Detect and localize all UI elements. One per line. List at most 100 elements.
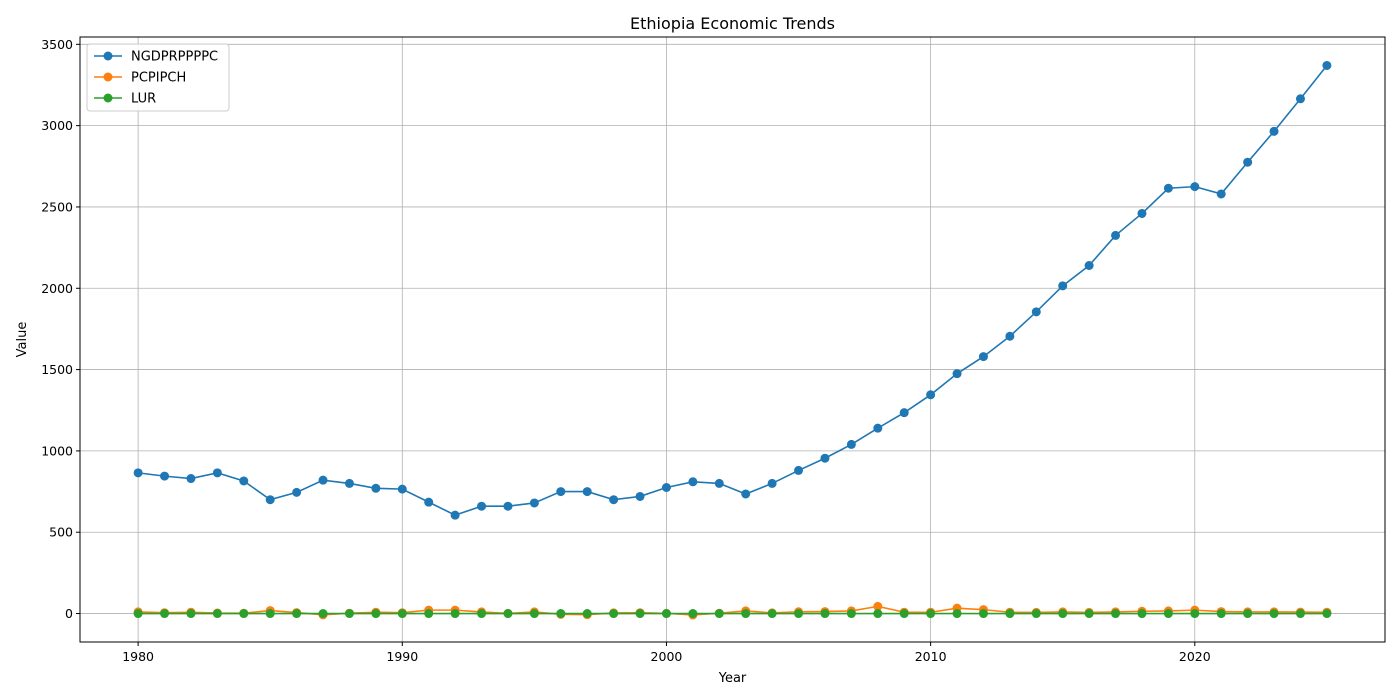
data-point (529, 609, 539, 619)
legend-box (86, 43, 230, 112)
data-point (424, 609, 434, 619)
data-point (952, 369, 962, 379)
data-point (1190, 182, 1200, 192)
data-point (1005, 331, 1015, 341)
x-tick-label: 2010 (915, 649, 947, 664)
data-point (661, 609, 671, 619)
data-point (1216, 609, 1226, 619)
data-point (1111, 609, 1121, 619)
data-point (1084, 261, 1094, 271)
data-point (873, 601, 883, 611)
x-axis: 1980 1990 2000 2010 2020 (122, 642, 1211, 664)
data-point (1216, 189, 1226, 199)
data-point (1137, 208, 1147, 218)
data-point (556, 609, 566, 619)
data-point (1163, 609, 1173, 619)
data-point (1295, 94, 1305, 104)
legend-marker (103, 51, 113, 61)
legend-marker (103, 93, 113, 103)
data-point (344, 609, 354, 619)
data-point (1163, 183, 1173, 193)
chart-title: Ethiopia Economic Trends (630, 14, 835, 33)
y-tick-label: 2500 (41, 199, 73, 214)
data-point (344, 478, 354, 488)
legend: NGDPRPPPPC PCPIPCH LUR (86, 43, 230, 112)
data-point (899, 609, 909, 619)
data-point (635, 491, 645, 501)
data-point (186, 609, 196, 619)
data-point (609, 495, 619, 505)
data-point (371, 609, 381, 619)
data-point (1322, 609, 1332, 619)
data-point (1322, 60, 1332, 70)
data-point (582, 487, 592, 497)
y-tick-label: 1000 (41, 443, 73, 458)
data-point (794, 465, 804, 475)
data-point (688, 477, 698, 487)
data-point (714, 609, 724, 619)
data-point (318, 609, 328, 619)
y-tick-label: 2000 (41, 281, 73, 296)
x-tick-label: 2000 (651, 649, 683, 664)
data-point (450, 609, 460, 619)
data-point (1084, 609, 1094, 619)
series-layer (133, 60, 1332, 620)
data-point (318, 475, 328, 485)
x-axis-title: Year (718, 671, 747, 686)
series-ngdprppppc (133, 60, 1332, 520)
data-point (846, 439, 856, 449)
data-point (926, 609, 936, 619)
data-point (794, 609, 804, 619)
plot-area (80, 37, 1385, 642)
data-point (1111, 230, 1121, 240)
data-point (371, 483, 381, 493)
data-point (1243, 157, 1253, 167)
data-point (978, 352, 988, 362)
data-point (397, 484, 407, 494)
data-point (873, 609, 883, 619)
data-point (424, 497, 434, 507)
data-point (820, 453, 830, 463)
data-point (582, 609, 592, 619)
data-point (160, 471, 170, 481)
data-point (450, 510, 460, 520)
data-point (529, 498, 539, 508)
data-point (556, 487, 566, 497)
data-point (265, 609, 275, 619)
y-tick-label: 500 (49, 525, 73, 540)
data-point (741, 489, 751, 499)
legend-item: LUR (94, 92, 156, 107)
data-point (952, 609, 962, 619)
data-point (1058, 281, 1068, 291)
series-lur (133, 609, 1332, 619)
data-point (160, 609, 170, 619)
plot-frame (79, 36, 1386, 643)
x-tick-label: 1990 (386, 649, 418, 664)
y-tick-label: 0 (65, 606, 73, 621)
data-point (767, 478, 777, 488)
data-point (661, 482, 671, 492)
data-point (239, 476, 249, 486)
data-point (239, 609, 249, 619)
data-point (292, 609, 302, 619)
data-point (186, 474, 196, 484)
data-point (477, 609, 487, 619)
x-tick-label: 1980 (122, 649, 154, 664)
data-point (1269, 126, 1279, 136)
data-point (899, 408, 909, 418)
data-point (292, 487, 302, 497)
data-point (1243, 609, 1253, 619)
data-point (1031, 307, 1041, 317)
data-point (265, 495, 275, 505)
legend-marker (103, 72, 113, 82)
data-point (1295, 609, 1305, 619)
data-point (133, 609, 143, 619)
y-axis-title: Value (15, 322, 30, 358)
data-point (688, 609, 698, 619)
legend-label: PCPIPCH (131, 71, 186, 86)
y-tick-label: 3000 (41, 118, 73, 133)
legend-item: NGDPRPPPPC (94, 50, 218, 65)
data-point (1269, 609, 1279, 619)
y-tick-label: 3500 (41, 37, 73, 52)
